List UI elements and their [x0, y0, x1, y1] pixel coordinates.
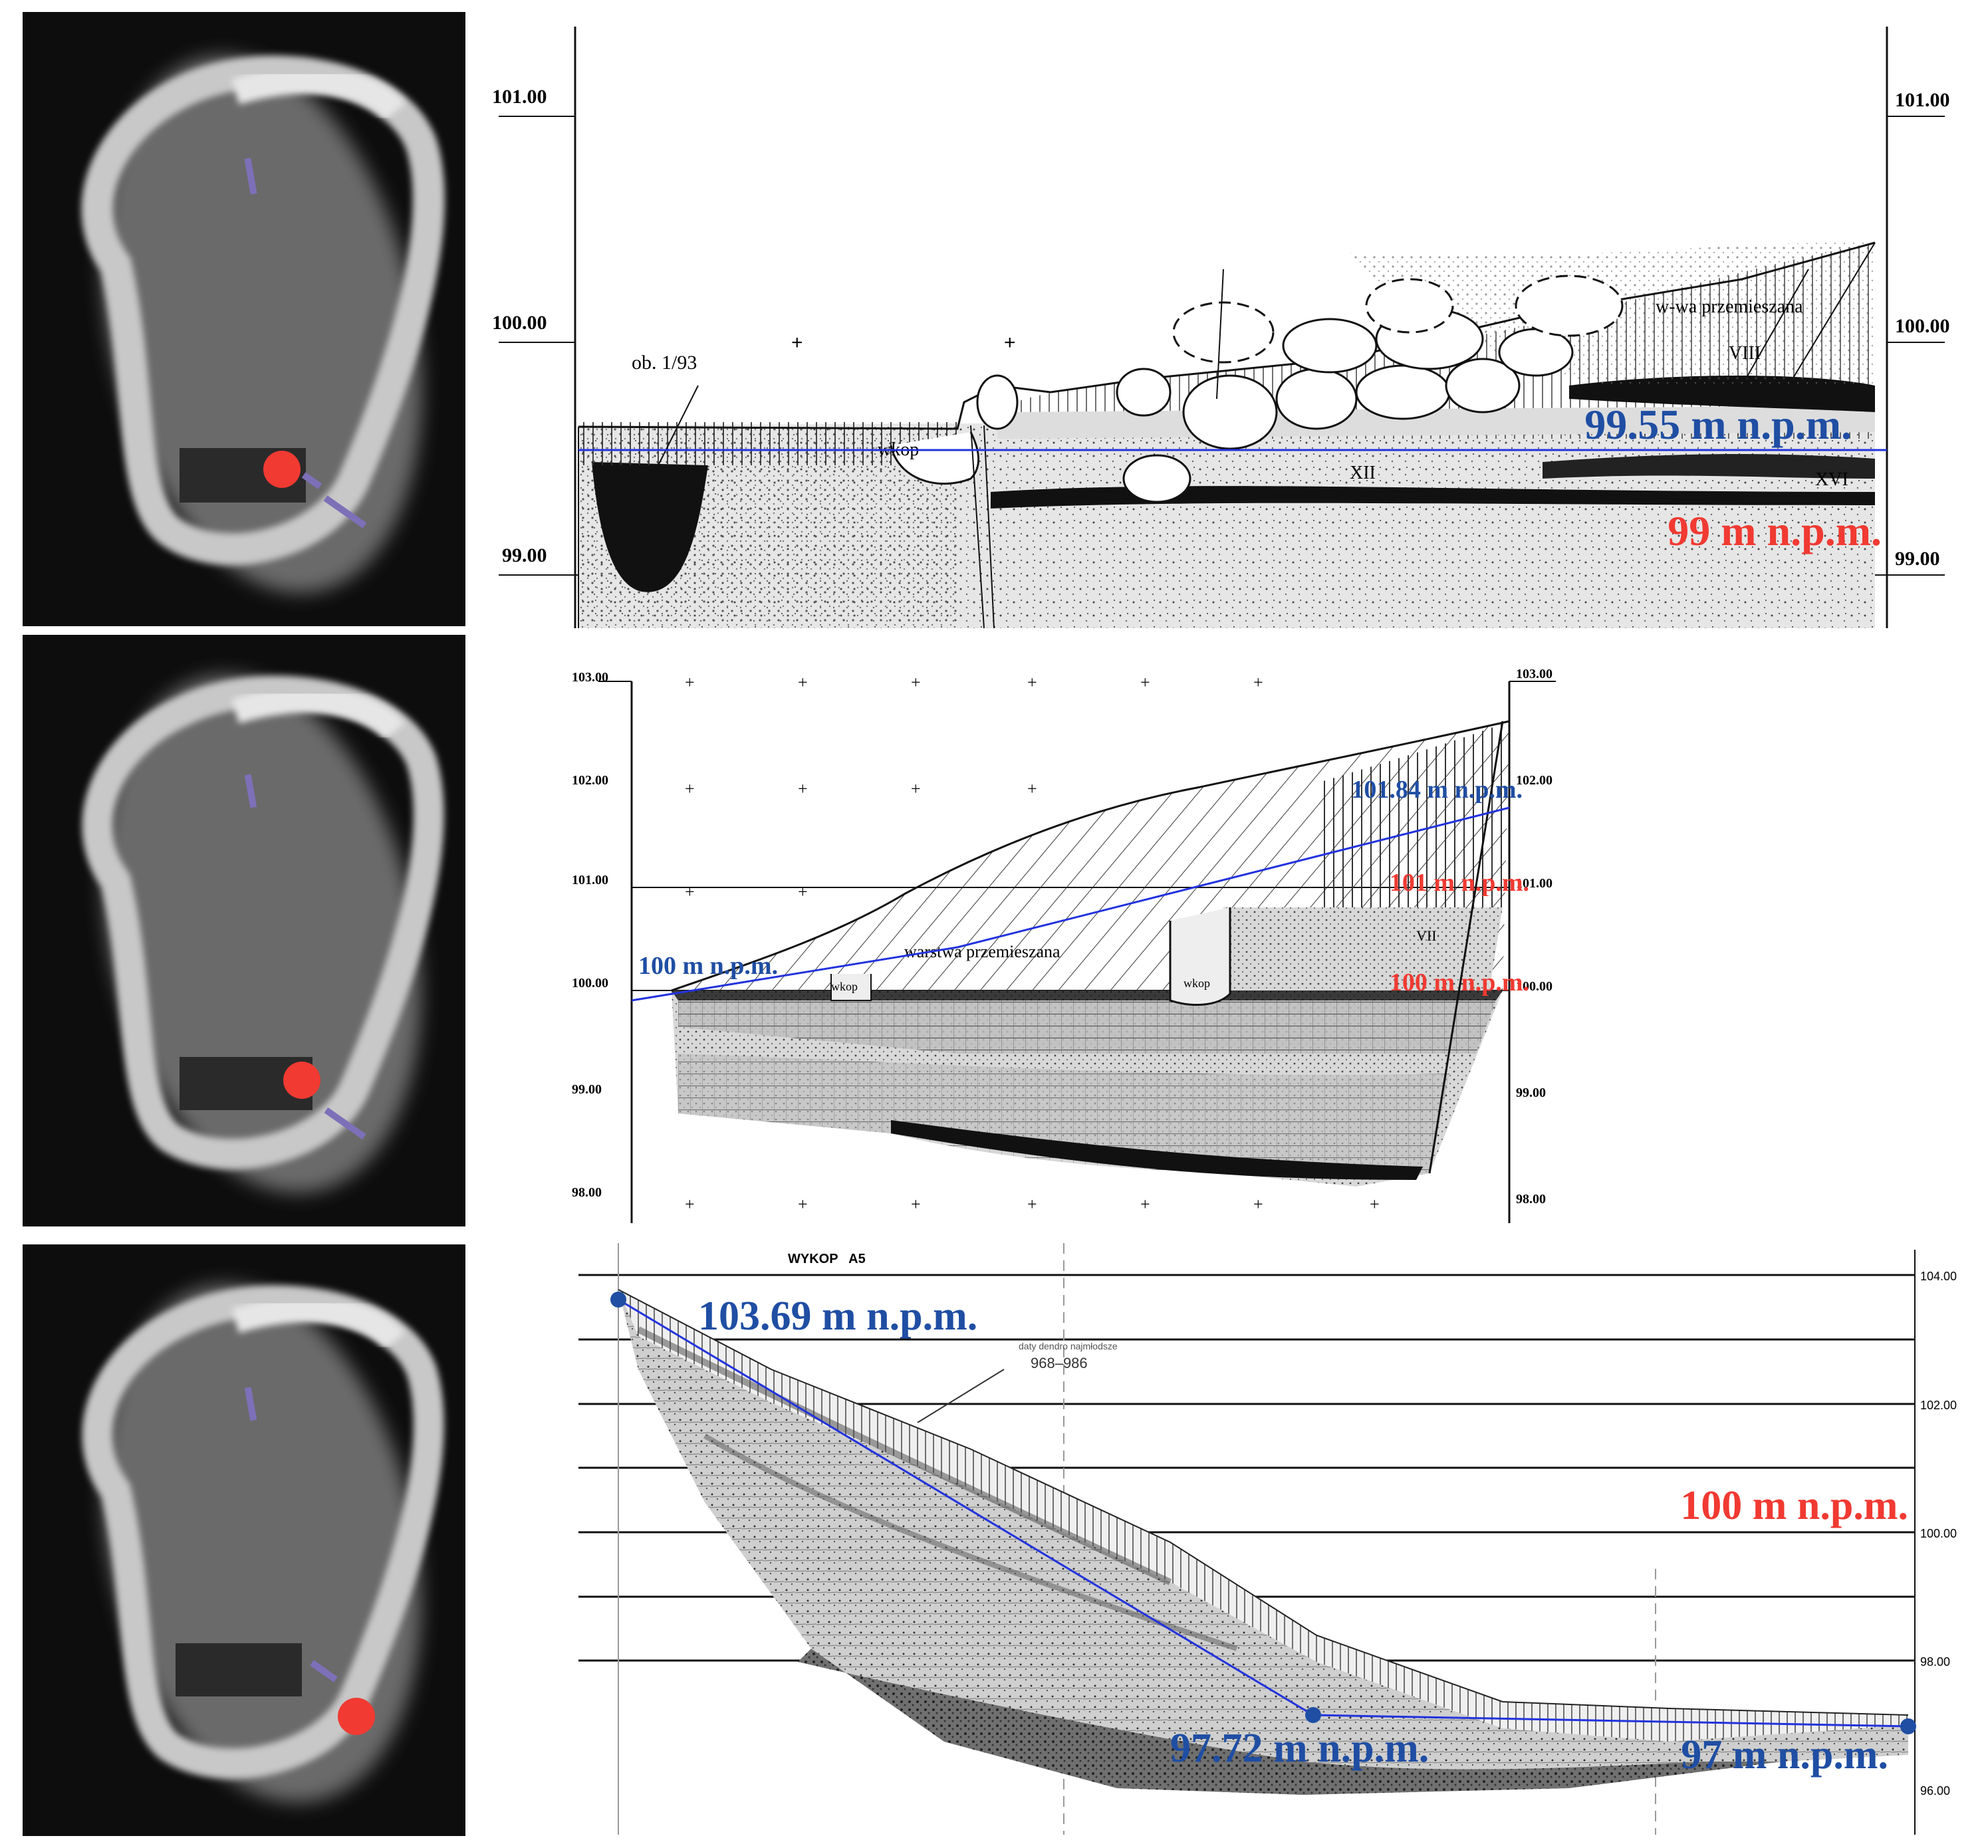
dendro-caption: daty dendro najmłodsze	[1019, 1341, 1118, 1351]
axis-tick: 102.00	[1516, 773, 1553, 788]
location-marker	[283, 1062, 320, 1099]
profile-section-1: 101.00 100.00 99.00 101.00 100.00 99.00 …	[479, 13, 1981, 632]
axis-tick: 101.00	[572, 873, 608, 887]
label-wkop: wkop	[1183, 977, 1210, 990]
svg-text:+: +	[685, 882, 695, 901]
svg-text:+: +	[1253, 1195, 1263, 1214]
marker-bar	[244, 158, 257, 195]
label-vii: VII	[1416, 927, 1437, 944]
svg-text:+: +	[1253, 673, 1263, 692]
axis-tick: 103.00	[1516, 667, 1553, 681]
annotation-blue: 97 m n.p.m.	[1681, 1732, 1888, 1778]
annotation-blue: 97.72 m n.p.m.	[1170, 1726, 1429, 1771]
axis-tick: 100.00	[492, 312, 547, 334]
svg-text:+: +	[1027, 673, 1037, 692]
svg-text:+: +	[1027, 1195, 1037, 1214]
axis-tick: 98.00	[1920, 1655, 1950, 1669]
elevation-line-blue	[631, 806, 1510, 1002]
location-marker	[263, 451, 301, 488]
annotation-red: 100 m n.p.m.	[1390, 969, 1529, 996]
marker-bar	[244, 1387, 257, 1421]
dendro-range: 968–986	[1031, 1355, 1088, 1371]
axis-tick: 101.00	[1895, 89, 1950, 111]
site-map-1	[23, 12, 465, 626]
label-ob: ob. 1/93	[632, 352, 697, 374]
axis-tick: 100.00	[1895, 315, 1950, 337]
svg-text:+: +	[791, 332, 803, 354]
excavation-trench	[176, 1643, 302, 1696]
elevation-point	[1900, 1718, 1916, 1734]
site-map-thumbnail-1	[23, 12, 465, 626]
site-map-thumbnail-2	[23, 635, 465, 1226]
marker-bar	[310, 1660, 338, 1682]
axis-tick: 99.00	[502, 544, 547, 566]
axis-tick: 100.00	[1516, 979, 1553, 994]
profile-section-3: 104.00 102.00 100.00 98.00 96.00 WYKOP A…	[572, 1236, 1975, 1841]
label-xii: XII	[1350, 463, 1376, 483]
marker-bar	[324, 1107, 366, 1140]
location-marker	[338, 1698, 375, 1735]
elevation-point	[1305, 1707, 1321, 1723]
axis-tick: 98.00	[572, 1185, 602, 1200]
svg-text:+: +	[685, 673, 695, 692]
annotation-blue: 103.69 m n.p.m.	[698, 1294, 977, 1339]
axis-tick: 102.00	[572, 773, 608, 788]
svg-text:+: +	[685, 779, 695, 798]
svg-text:+: +	[1027, 779, 1037, 798]
svg-text:+: +	[798, 673, 808, 692]
label-viii: VIII	[1729, 343, 1761, 364]
svg-text:+: +	[798, 779, 808, 798]
svg-text:+: +	[798, 882, 808, 901]
annotation-red: 99 m n.p.m.	[1668, 507, 1882, 554]
svg-text:+: +	[798, 1195, 808, 1214]
svg-text:+: +	[911, 1195, 921, 1214]
axis-tick: 100.00	[1920, 1527, 1957, 1540]
annotation-blue: 100 m n.p.m.	[638, 952, 778, 980]
axis-tick: 104.00	[1920, 1270, 1957, 1283]
annotation-blue: 101.84 m n.p.m.	[1351, 776, 1523, 804]
marker-bar	[244, 774, 257, 808]
svg-text:+: +	[911, 673, 921, 692]
section-title: WYKOP A5	[788, 1252, 866, 1266]
svg-text:+: +	[1140, 673, 1150, 692]
svg-text:+: +	[1004, 332, 1016, 354]
svg-text:+: +	[911, 779, 921, 798]
annotation-red: 101 m n.p.m.	[1390, 869, 1529, 897]
profile-section-2: 103.00 102.00 101.00 100.00 99.00 98.00 …	[559, 655, 1596, 1223]
marker-bar	[323, 495, 367, 528]
axis-tick: 99.00	[572, 1082, 602, 1097]
axis-tick: 96.00	[1920, 1784, 1950, 1797]
annotation-red: 100 m n.p.m.	[1680, 1483, 1908, 1528]
axis-tick: 101.00	[492, 86, 547, 108]
site-map-thumbnail-3	[23, 1244, 465, 1836]
svg-text:+: +	[685, 1195, 695, 1214]
axis-tick: 99.00	[1895, 548, 1940, 570]
label-wkop: wkop	[831, 980, 858, 993]
axis-tick: 99.00	[1516, 1086, 1546, 1100]
axis-tick: 102.00	[1920, 1399, 1957, 1412]
axis-tick: 100.00	[572, 976, 608, 990]
svg-text:+: +	[1140, 1195, 1150, 1214]
svg-text:+: +	[1370, 1195, 1380, 1214]
site-map-2	[23, 635, 465, 1226]
label-warstwa: w-wa przemieszana	[1656, 296, 1803, 317]
pit-feature	[592, 462, 708, 592]
annotation-blue: 99.55 m n.p.m.	[1584, 401, 1852, 448]
axis-tick: 103.00	[572, 670, 608, 685]
axis-tick: 98.00	[1516, 1192, 1546, 1207]
site-map-3	[23, 1244, 465, 1836]
axis-tick: 101.00	[1516, 876, 1553, 891]
label-xvi: XVI	[1815, 469, 1848, 490]
elevation-point	[610, 1292, 626, 1308]
